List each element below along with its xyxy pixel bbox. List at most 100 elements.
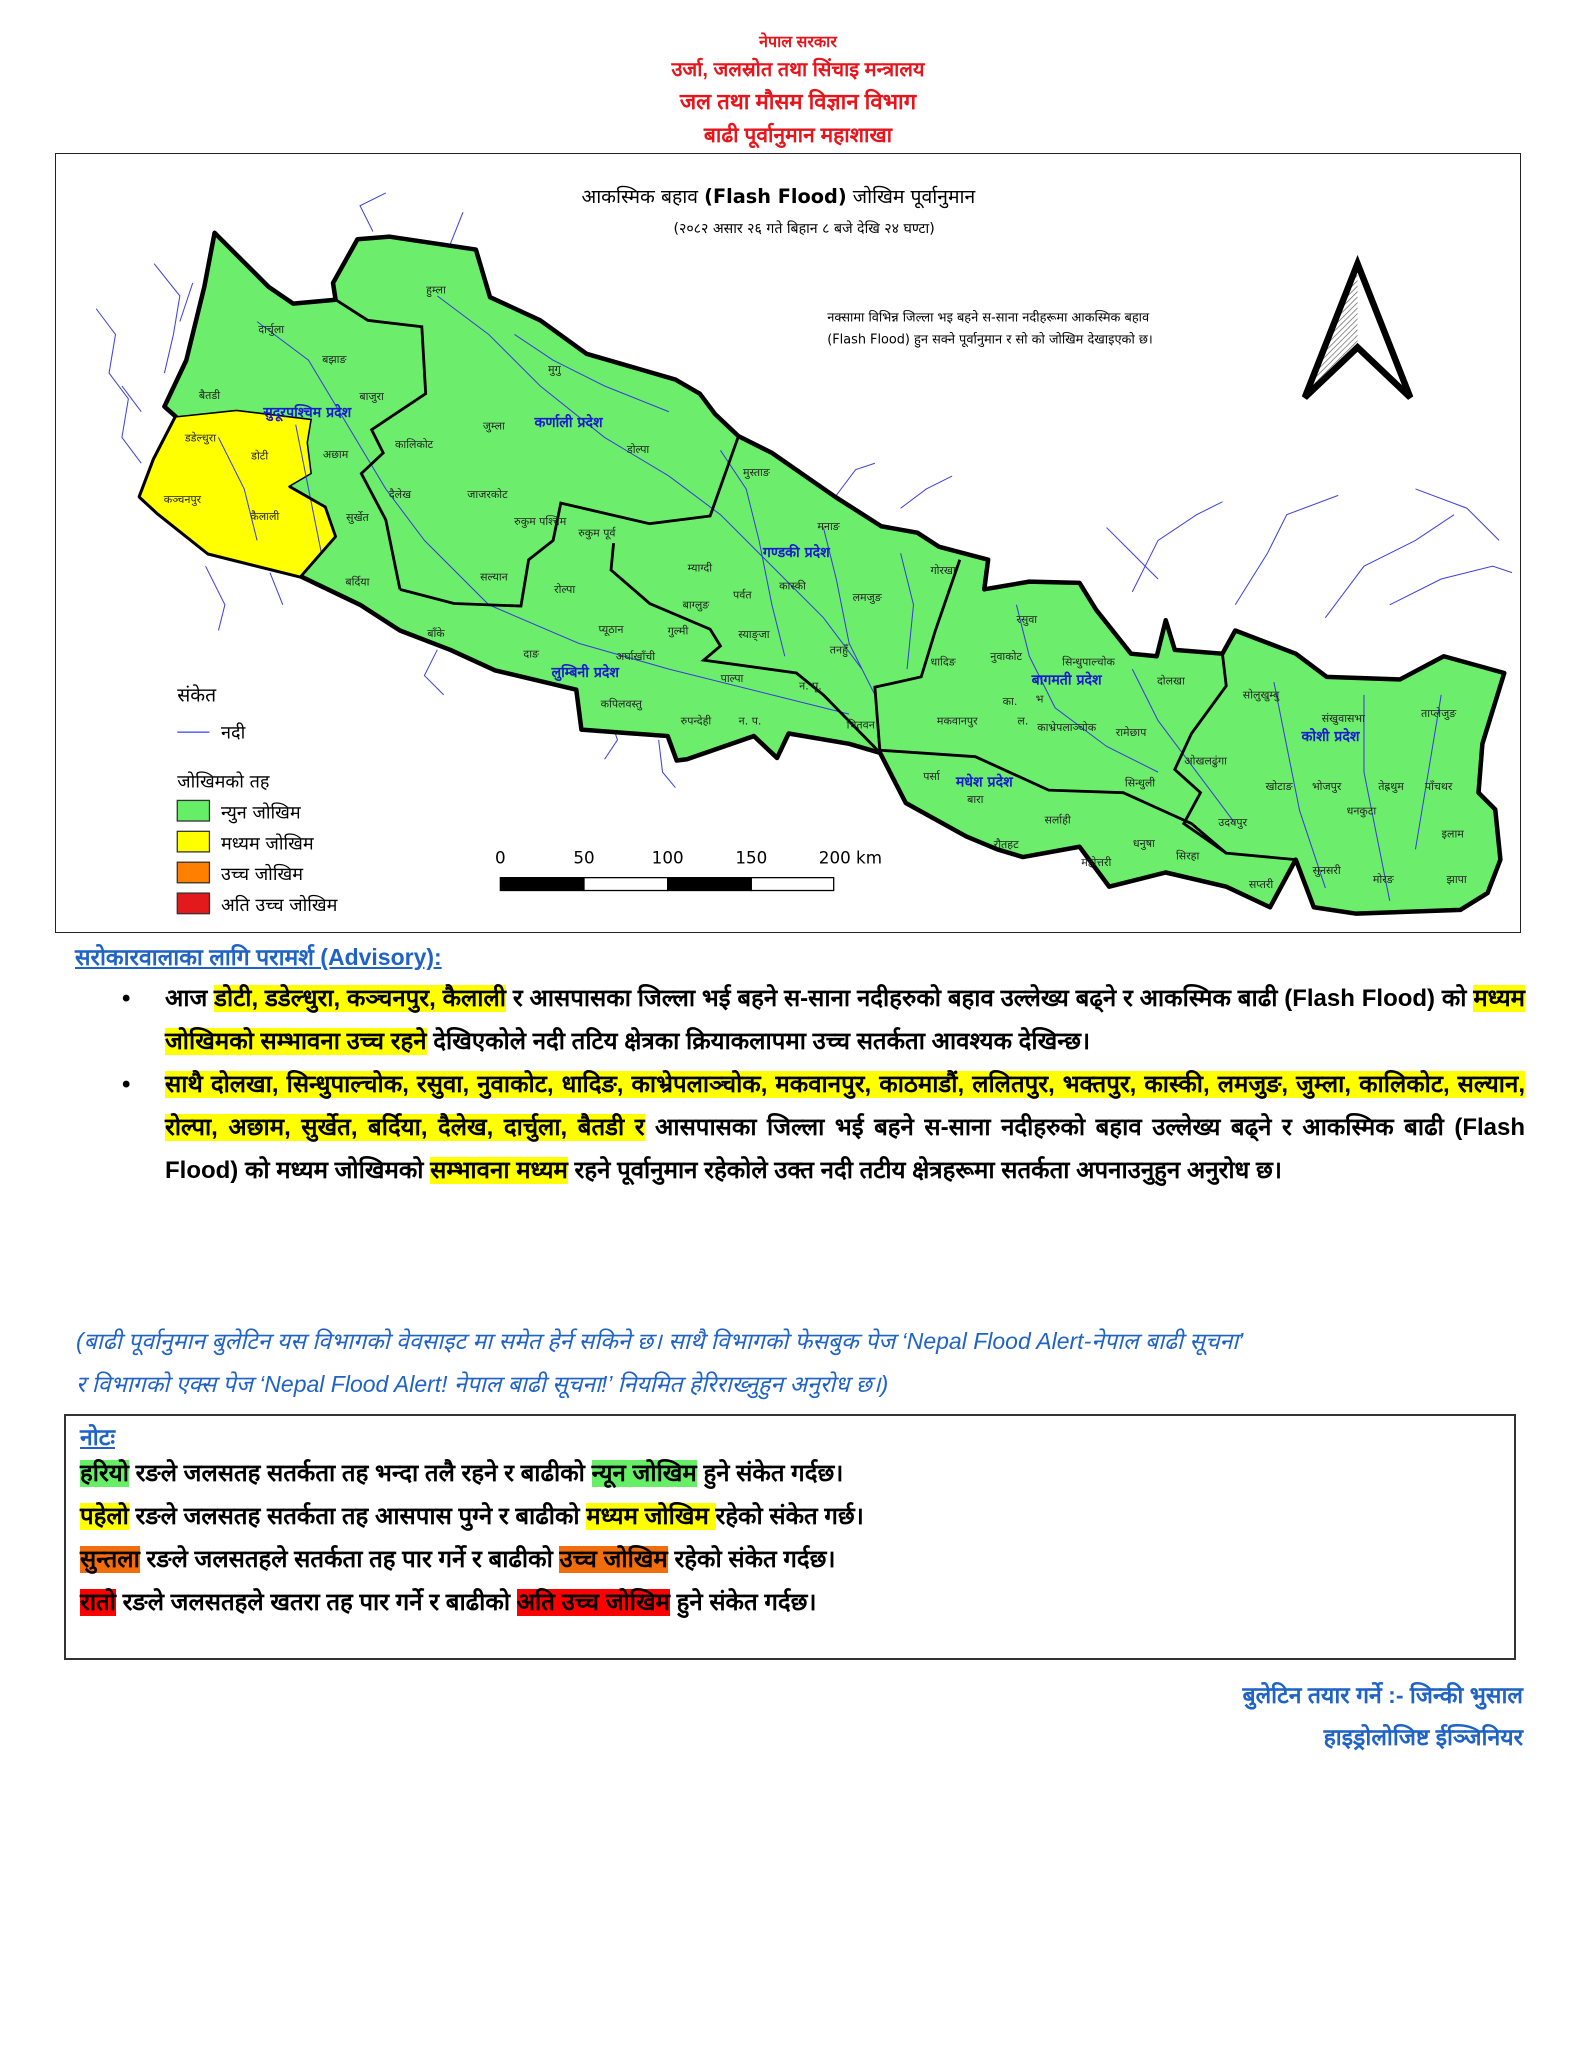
- legend-title: संकेत: [177, 683, 217, 706]
- district-label: रोल्पा: [554, 583, 575, 596]
- district-label: चितवन: [847, 718, 876, 731]
- district-label: सिन्धुली: [1125, 776, 1155, 789]
- district-label: रुकुम पश्चिम: [514, 515, 567, 528]
- advisory-text: आसपासका जिल्ला भई बहने स-साना नदीहरुको ब…: [165, 1114, 1526, 1184]
- province-label: सुदूरपश्चिम प्रदेश: [262, 404, 352, 422]
- color-key-yellow: मध्यम जोखिम: [586, 1503, 716, 1530]
- note-box: नोटः हरियो रङले जलसतह सतर्कता तह भन्दा त…: [64, 1414, 1516, 1660]
- map-description-line1: नक्सामा विभिन्न जिल्ला भइ बहने स-साना नद…: [827, 310, 1150, 326]
- advisory-text: र आसपासका जिल्ला भई बहने स-साना नदीहरुको…: [506, 985, 1474, 1012]
- river: [1324, 514, 1455, 618]
- district-label: बाग्लुङ: [683, 599, 711, 612]
- river: [205, 565, 226, 631]
- river: [95, 308, 142, 464]
- district-label: पाल्पा: [721, 672, 744, 685]
- note-text: रङले जलसतहले सतर्कता तह पार गर्ने र बाढी…: [139, 1546, 560, 1573]
- note-line: सुन्तला रङले जलसतहले सतर्कता तह पार गर्न…: [80, 1538, 1500, 1581]
- district-label: बझाङ: [322, 353, 347, 366]
- river: [900, 475, 953, 509]
- district-label: सिन्धुपाल्चोक: [1062, 655, 1115, 668]
- province-label: गण्डकी प्रदेश: [762, 544, 831, 561]
- district-label: सुर्खेत: [346, 511, 369, 524]
- river: [835, 462, 876, 496]
- scale-bar: 0 50 100 150 200 km: [495, 847, 882, 892]
- note-text: रहेको संकेत गर्दछ।: [667, 1546, 836, 1573]
- note-line: रातो रङले जलसतहले खतरा तह पार गर्ने र बा…: [80, 1581, 1500, 1624]
- scale-label: 200 km: [819, 847, 882, 867]
- district-label: दार्चुला: [258, 323, 284, 336]
- river: [436, 295, 863, 670]
- province-border: [399, 435, 740, 608]
- legend-swatch: [176, 830, 211, 853]
- district-label: पाँचथर: [1425, 780, 1453, 793]
- legend-risk-title: जोखिमको तह: [177, 771, 270, 793]
- advisory-list: • आज डोटी, डडेल्धुरा, कञ्चनपुर, कैलाली र …: [120, 977, 1525, 1192]
- district-label: सोलुखुम्बु: [1243, 689, 1280, 702]
- province-label: मधेश प्रदेश: [955, 773, 1014, 790]
- district-label: मोरङ: [1373, 873, 1395, 886]
- district-label: ओखलढुंगा: [1184, 754, 1227, 767]
- district-label: अछाम: [323, 448, 349, 461]
- bullet-icon: •: [122, 1071, 131, 1098]
- map-subtitle: (२०८२ असार २६ गते बिहान ८ बजे देखि २४ घण…: [673, 220, 934, 237]
- district-label: बाजुरा: [359, 390, 384, 403]
- district-label: बर्दिया: [345, 575, 369, 588]
- province-border: [1173, 653, 1228, 855]
- river: [1415, 488, 1500, 541]
- district-label: सल्यान: [480, 570, 509, 583]
- river: [1273, 681, 1326, 889]
- color-key-green: हरियो: [80, 1460, 129, 1487]
- prepared-by: बुलेटिन तयार गर्ने :- जिन्की भुसाल: [1242, 1682, 1523, 1708]
- river: [359, 192, 387, 232]
- legend-swatch: [176, 892, 211, 915]
- district-label: ल.: [1017, 714, 1028, 727]
- province-border: [288, 485, 338, 578]
- legend-swatch: [176, 861, 211, 884]
- district-label: रौतहट: [994, 838, 1019, 851]
- district-label: दाङ: [523, 648, 540, 661]
- scale-label: 0: [495, 847, 506, 867]
- nepal-low-risk-area: [137, 230, 1507, 916]
- scale-label: 150: [735, 847, 767, 867]
- district-label: जाजरकोट: [467, 488, 508, 501]
- ministry-name: उर्जा, जलस्रोत तथा सिंचाइ मन्त्रालय: [671, 59, 925, 81]
- river: [1131, 501, 1223, 593]
- district-label: डोटी: [250, 449, 268, 462]
- river: [256, 321, 850, 715]
- district-label: कञ्चनपुर: [164, 493, 202, 506]
- district-label: स्याङ्जा: [738, 628, 770, 641]
- note-line: हरियो रङले जलसतह सतर्कता तह भन्दा तलै रह…: [80, 1452, 1500, 1495]
- info-line: (बाढी पूर्वानुमान बुलेटिन यस विभागको वेव…: [76, 1328, 1244, 1354]
- color-key-orange: उच्च जोखिम: [559, 1546, 668, 1573]
- color-key-green: न्यून जोखिम: [591, 1460, 697, 1487]
- river: [1389, 565, 1513, 606]
- advisory-heading: सरोकारवालाका लागि परामर्श (Advisory):: [75, 944, 442, 970]
- rivers-outside: [95, 192, 1513, 788]
- note-text: रङले जलसतह सतर्कता तह भन्दा तलै रहने र ब…: [128, 1460, 592, 1487]
- district-label: संखुवासभा: [1322, 712, 1365, 725]
- river: [269, 572, 284, 605]
- river: [121, 385, 142, 413]
- district-label: धनुषा: [1133, 837, 1155, 850]
- district-label: पर्सा: [923, 770, 940, 783]
- river: [423, 649, 445, 696]
- note-heading: नोटः: [80, 1424, 115, 1450]
- legend-swatch: [176, 799, 211, 822]
- district-label: मुस्ताङ: [743, 466, 771, 479]
- district-label: अर्घाखाँची: [616, 650, 655, 663]
- district-label: मनाङ: [817, 520, 840, 533]
- district-label: न. प.: [739, 714, 762, 727]
- flash-flood-risk-map: हुम्ला दार्चुला बझाङ बैतडी बाजुरा मुगु डडेल्धु…: [95, 185, 1513, 916]
- scale-label: 100: [652, 847, 684, 867]
- district-label: धनकुटा: [1347, 805, 1377, 818]
- district-label: डोल्पा: [626, 443, 650, 456]
- district-label: तनहुँ: [830, 644, 849, 658]
- river: [719, 450, 786, 657]
- district-label: रुकुम पूर्व: [578, 527, 616, 540]
- district-label: न. पू.: [799, 680, 822, 693]
- river: [1363, 694, 1391, 901]
- district-label: भोजपुर: [1312, 780, 1342, 793]
- district-label: हुम्ला: [426, 283, 446, 297]
- river: [153, 263, 181, 374]
- river: [1234, 494, 1339, 606]
